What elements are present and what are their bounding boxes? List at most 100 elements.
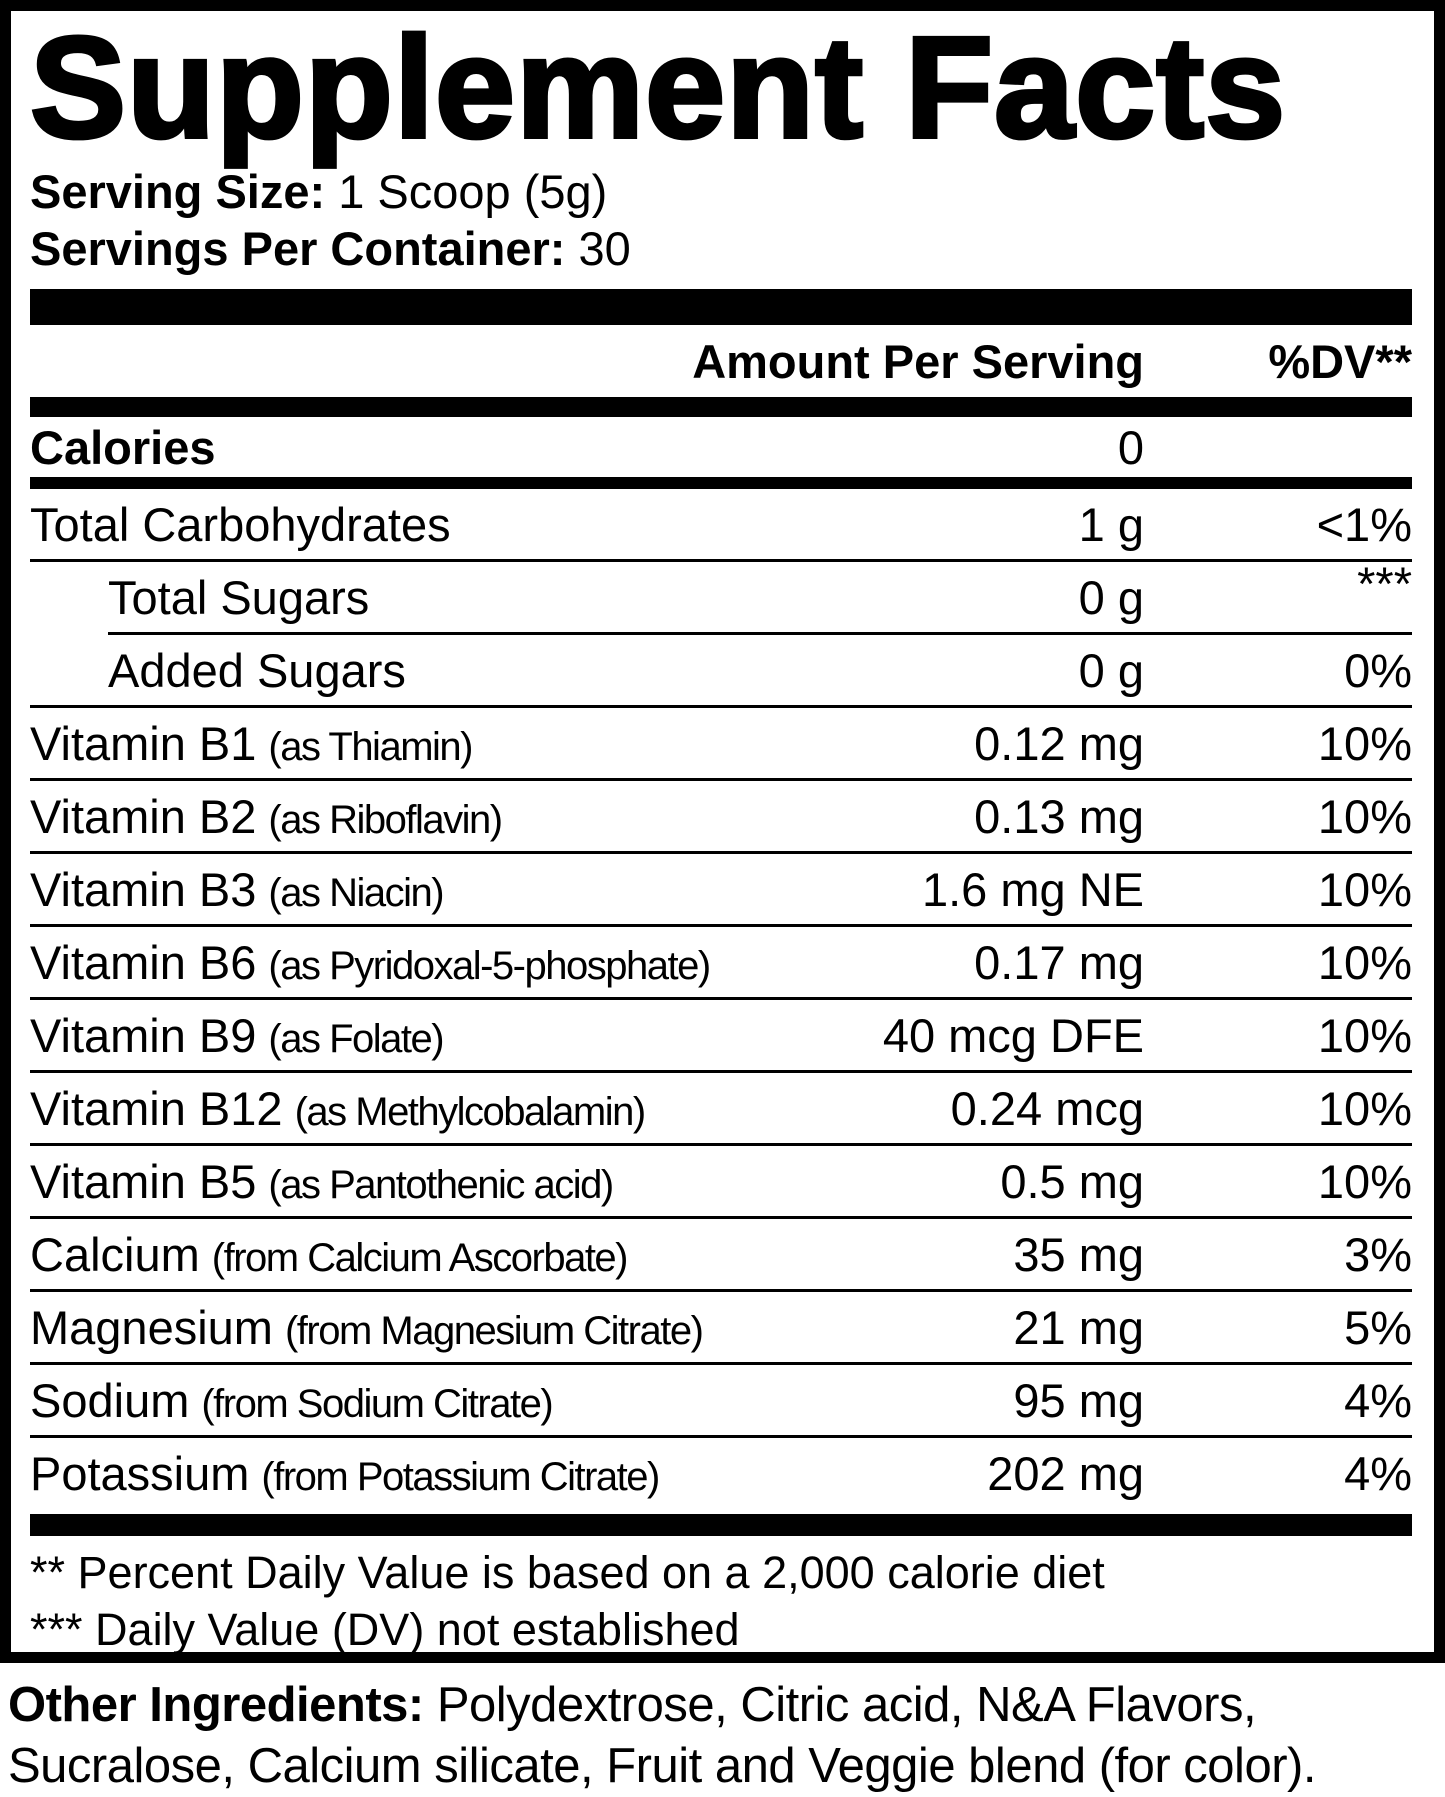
nutrient-label: Vitamin B3 (as Niacin) (30, 862, 909, 917)
nutrient-label: Vitamin B9 (as Folate) (30, 1008, 909, 1063)
header-amount-per-serving: Amount Per Serving (692, 334, 1144, 388)
nutrient-label: Calcium (from Calcium Ascorbate) (30, 1227, 909, 1282)
header-percent-dv: %DV** (1268, 334, 1412, 388)
row-divider (30, 1070, 1412, 1073)
row-divider (30, 559, 1412, 562)
nutrient-name: Vitamin B6 (30, 935, 257, 989)
table-row: Vitamin B2 (as Riboflavin) 0.13 mg 10% (30, 781, 1412, 851)
row-divider (30, 1143, 1412, 1146)
nutrient-dv: 10% (1317, 1008, 1412, 1062)
footnote-dv-not-established: *** Daily Value (DV) not established (30, 1604, 740, 1655)
nutrient-dv: 4% (1344, 1373, 1412, 1427)
row-divider (30, 1435, 1412, 1438)
nutrient-qualifier: (from Sodium Citrate) (201, 1381, 553, 1426)
nutrient-name: Vitamin B3 (30, 862, 257, 916)
supplement-facts-panel: Supplement Facts Serving Size: 1 Scoop (… (0, 0, 1445, 1663)
nutrient-amount: 202 mg (987, 1446, 1144, 1500)
nutrient-qualifier: (as Methylcobalamin) (294, 1089, 647, 1134)
nutrient-name: Magnesium (30, 1300, 273, 1354)
nutrient-amount: 0 g (1078, 570, 1144, 624)
nutrient-dv: 10% (1317, 789, 1412, 843)
row-divider (30, 477, 1412, 489)
nutrient-label: Sodium (from Sodium Citrate) (30, 1373, 909, 1428)
other-ingredients: Other Ingredients: Polydextrose, Citric … (0, 1675, 1445, 1797)
table-row: Vitamin B3 (as Niacin) 1.6 mg NE 10% (30, 854, 1412, 924)
nutrient-dv: 3% (1344, 1227, 1412, 1281)
nutrient-dv: 5% (1344, 1300, 1412, 1354)
nutrient-name: Sodium (30, 1373, 190, 1427)
nutrient-amount: 0 g (1078, 643, 1144, 697)
table-row: Vitamin B1 (as Thiamin) 0.12 mg 10% (30, 708, 1412, 778)
nutrient-dv: 4% (1344, 1446, 1412, 1500)
nutrient-label: Vitamin B5 (as Pantothenic acid) (30, 1154, 909, 1209)
nutrient-name: Total Sugars (108, 570, 370, 624)
nutrient-name: Added Sugars (108, 643, 406, 697)
row-divider (30, 1216, 1412, 1219)
nutrient-amount: 0.13 mg (974, 789, 1144, 843)
table-row: Vitamin B12 (as Methylcobalamin) 0.24 mc… (30, 1073, 1412, 1143)
nutrient-name: Vitamin B2 (30, 789, 257, 843)
nutrient-dv: 10% (1317, 935, 1412, 989)
servings-per-container-value: 30 (578, 222, 631, 275)
nutrient-label: Vitamin B2 (as Riboflavin) (30, 789, 909, 844)
nutrient-label: Vitamin B6 (as Pyridoxal-5-phosphate) (30, 935, 909, 990)
nutrient-amount: 0.5 mg (1000, 1154, 1144, 1208)
nutrient-dv: *** (1357, 557, 1412, 610)
nutrient-dv: 10% (1317, 1081, 1412, 1135)
nutrient-label: Vitamin B12 (as Methylcobalamin) (30, 1081, 909, 1136)
nutrient-label: Calories (30, 420, 909, 475)
nutrient-name: Calories (30, 420, 216, 474)
table-row: Calcium (from Calcium Ascorbate) 35 mg 3… (30, 1219, 1412, 1289)
table-header-row: Amount Per Serving %DV** (30, 325, 1412, 397)
table-row: Calories 0 (30, 417, 1412, 477)
table-row: Vitamin B9 (as Folate) 40 mcg DFE 10% (30, 1000, 1412, 1070)
nutrient-amount: 1 g (1078, 497, 1144, 551)
footnotes: ** Percent Daily Value is based on a 2,0… (30, 1544, 1412, 1655)
nutrient-dv: 10% (1317, 1154, 1412, 1208)
nutrient-amount: 0.24 mcg (950, 1081, 1144, 1135)
nutrient-qualifier: (as Riboflavin) (268, 797, 503, 842)
nutrient-amount: 0 (1117, 420, 1144, 474)
table-row: Magnesium (from Magnesium Citrate) 21 mg… (30, 1292, 1412, 1362)
nutrient-label: Total Carbohydrates (30, 497, 909, 552)
nutrient-qualifier: (from Calcium Ascorbate) (211, 1235, 629, 1280)
table-row: Added Sugars 0 g 0% (30, 635, 1412, 705)
footnote-percent-dv: ** Percent Daily Value is based on a 2,0… (30, 1547, 1105, 1598)
nutrient-qualifier: (as Pyridoxal-5-phosphate) (268, 943, 711, 988)
nutrient-label: Vitamin B1 (as Thiamin) (30, 716, 909, 771)
nutrient-amount: 0.12 mg (974, 716, 1144, 770)
nutrient-amount: 40 mcg DFE (882, 1008, 1144, 1062)
serving-size-label: Serving Size: (30, 165, 326, 218)
nutrient-amount: 0.17 mg (974, 935, 1144, 989)
nutrient-qualifier: (as Niacin) (268, 870, 444, 915)
nutrient-qualifier: (as Thiamin) (268, 724, 473, 769)
row-divider (108, 632, 1412, 635)
nutrient-dv: <1% (1316, 497, 1412, 551)
nutrient-amount: 95 mg (1013, 1373, 1144, 1427)
nutrient-qualifier: (as Folate) (268, 1016, 444, 1061)
nutrient-rows: Calories 0 Total Carbohydrates 1 g <1% T… (30, 417, 1412, 1508)
nutrient-name: Total Carbohydrates (30, 497, 451, 551)
table-row: Total Sugars 0 g *** (30, 557, 1412, 632)
nutrient-name: Potassium (30, 1446, 250, 1500)
nutrient-qualifier: (as Pantothenic acid) (268, 1162, 614, 1207)
nutrient-qualifier: (from Potassium Citrate) (261, 1454, 660, 1499)
nutrient-amount: 1.6 mg NE (921, 862, 1144, 916)
nutrient-dv: 0% (1344, 643, 1412, 697)
serving-size-value: 1 Scoop (5g) (338, 165, 608, 218)
row-divider (30, 705, 1412, 708)
row-divider (30, 778, 1412, 781)
table-row: Potassium (from Potassium Citrate) 202 m… (30, 1438, 1412, 1508)
row-divider (30, 924, 1412, 927)
nutrient-dv: 10% (1317, 716, 1412, 770)
table-row: Vitamin B6 (as Pyridoxal-5-phosphate) 0.… (30, 927, 1412, 997)
table-row: Sodium (from Sodium Citrate) 95 mg 4% (30, 1365, 1412, 1435)
nutrient-amount: 35 mg (1013, 1227, 1144, 1281)
table-row: Vitamin B5 (as Pantothenic acid) 0.5 mg … (30, 1146, 1412, 1216)
nutrient-label: Added Sugars (30, 643, 909, 698)
nutrient-name: Calcium (30, 1227, 200, 1281)
row-divider (30, 1362, 1412, 1365)
servings-per-container-label: Servings Per Container: (30, 222, 566, 275)
nutrient-amount: 21 mg (1013, 1300, 1144, 1354)
row-divider (30, 997, 1412, 1000)
